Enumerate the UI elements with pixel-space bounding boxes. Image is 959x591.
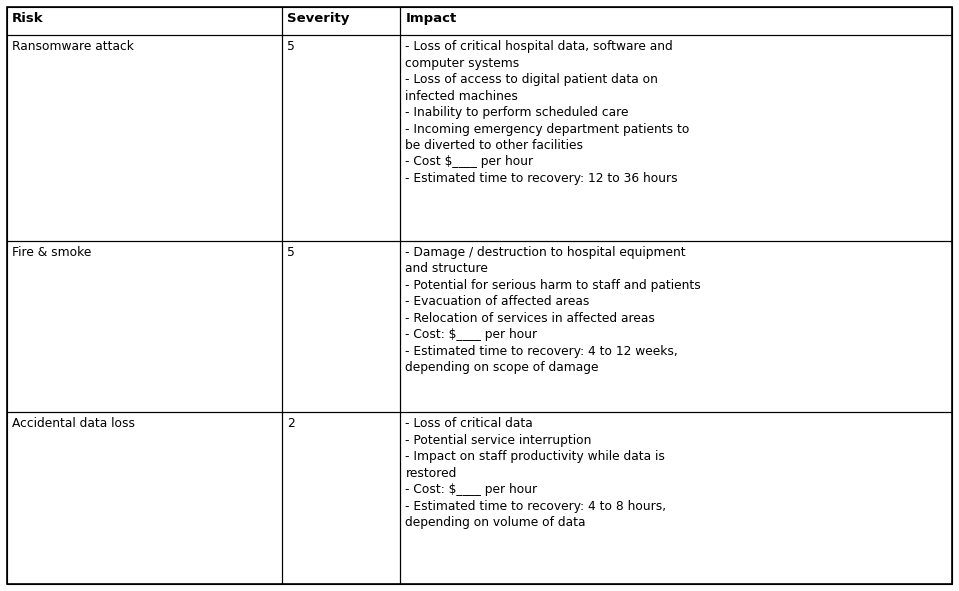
Bar	[7, 241, 282, 413]
Text: Risk: Risk	[12, 12, 43, 25]
Bar	[401, 7, 952, 35]
Text: 2: 2	[287, 417, 294, 430]
Text: - Damage / destruction to hospital equipment
and structure
- Potential for serio: - Damage / destruction to hospital equip…	[406, 246, 701, 374]
Text: Severity: Severity	[287, 12, 349, 25]
Bar	[401, 35, 952, 241]
Bar	[282, 35, 401, 241]
Text: 5: 5	[287, 40, 294, 53]
Bar	[401, 241, 952, 413]
Bar	[282, 413, 401, 584]
Text: - Loss of critical data
- Potential service interruption
- Impact on staff produ: - Loss of critical data - Potential serv…	[406, 417, 667, 530]
Text: Accidental data loss: Accidental data loss	[12, 417, 135, 430]
Bar	[7, 7, 282, 35]
Bar	[282, 241, 401, 413]
Bar	[7, 413, 282, 584]
Text: Impact: Impact	[406, 12, 456, 25]
Text: Ransomware attack: Ransomware attack	[12, 40, 134, 53]
Text: Fire & smoke: Fire & smoke	[12, 246, 91, 259]
Bar	[282, 7, 401, 35]
Bar	[401, 413, 952, 584]
Text: - Loss of critical hospital data, software and
computer systems
- Loss of access: - Loss of critical hospital data, softwa…	[406, 40, 690, 185]
Text: 5: 5	[287, 246, 294, 259]
Bar	[7, 35, 282, 241]
